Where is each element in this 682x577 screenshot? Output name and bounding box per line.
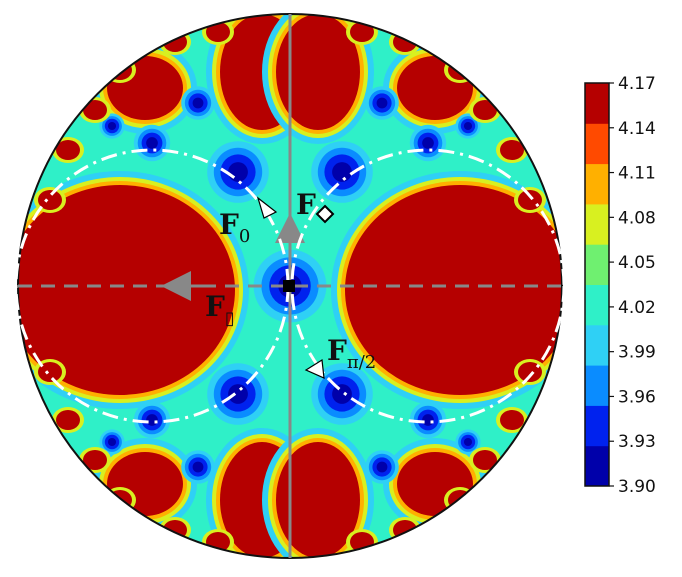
red-lobe-2: [56, 410, 80, 430]
well-r2-core: [422, 414, 434, 426]
red-lobe-15: [448, 490, 472, 510]
colorbar-segment: [585, 324, 609, 366]
contour-blobs: [18, 14, 562, 558]
well-top-2-core: [376, 97, 388, 109]
red-lobe-0: [56, 140, 80, 160]
red-lobe-4: [83, 100, 107, 120]
red-lobe-20: [206, 22, 230, 42]
red-lobe-16: [38, 190, 62, 210]
red-region-lower-right: [397, 452, 473, 516]
red-lobe-5: [473, 100, 497, 120]
colorbar-tick-label: 3.93: [618, 432, 656, 452]
well-l4-core: [107, 121, 117, 131]
colorbar-tick-label: 4.11: [618, 164, 656, 184]
colorbar: 3.90 3.93 3.96 3.99 4.02 4.05 4.08 4.11 4.14 4.17: [584, 74, 656, 497]
label-f0: F0: [219, 208, 250, 247]
red-region-upper-right: [397, 56, 473, 120]
colorbar-tick-label: 4.05: [618, 253, 656, 273]
red-lobe-18: [38, 362, 62, 382]
red-lobe-21: [350, 22, 374, 42]
red-lobe-19: [518, 362, 542, 382]
label-f-square: F▯: [205, 290, 235, 329]
colorbar-segment: [585, 203, 609, 245]
diamond-marker: [315, 204, 335, 224]
label-f-diamond: F: [296, 188, 316, 221]
colorbar-segment: [585, 163, 609, 205]
well-bottom-1-core: [192, 461, 204, 473]
red-region-lower-left: [107, 452, 183, 516]
colorbar-segment: [585, 123, 609, 165]
well-l3-core: [107, 437, 117, 447]
colorbar-tick-label: 4.02: [618, 298, 656, 318]
well-lower-left-core: [228, 384, 248, 404]
red-lobe-1: [500, 140, 524, 160]
red-region-right: [345, 185, 562, 395]
colorbar-segment: [585, 405, 609, 447]
well-l1-core: [146, 137, 158, 149]
colorbar-segment: [585, 365, 609, 406]
red-lobe-6: [83, 450, 107, 470]
red-lobe-3: [500, 410, 524, 430]
well-top-1-core: [192, 97, 204, 109]
red-lobe-12: [108, 60, 132, 80]
colorbar-tick-label: 3.96: [618, 387, 656, 407]
well-bottom-2-core: [376, 461, 388, 473]
red-lobe-14: [108, 490, 132, 510]
arrowhead-marker-fpi2: [304, 358, 325, 379]
well-l2-core: [146, 414, 158, 426]
red-lobe-7: [473, 450, 497, 470]
point-markers: [256, 196, 335, 379]
red-lobe-17: [518, 190, 542, 210]
colorbar-segment: [585, 244, 609, 285]
well-r4-core: [463, 121, 473, 131]
arrowhead-marker-f0: [256, 196, 278, 219]
colorbar-tick-label: 3.99: [618, 343, 656, 363]
label-fpi2: Fπ/2: [327, 334, 376, 373]
colorbar-tick-label: 4.14: [618, 119, 656, 139]
center-square-marker: [283, 280, 295, 292]
red-lobe-13: [448, 60, 472, 80]
well-r1-core: [422, 137, 434, 149]
well-upper-right-core: [332, 162, 352, 182]
colorbar-tick-label: 4.08: [618, 208, 656, 228]
red-region-left: [18, 185, 235, 395]
well-r3-core: [463, 437, 473, 447]
red-region-top-right: [276, 14, 360, 130]
colorbar-segment: [585, 83, 609, 124]
red-region-bottom-right: [276, 442, 360, 558]
well-upper-left-core: [228, 162, 248, 182]
colorbar-frame: [584, 82, 610, 487]
red-region-upper-left: [107, 56, 183, 120]
colorbar-segment: [585, 445, 609, 487]
colorbar-tick-label: 4.17: [618, 74, 656, 94]
colorbar-segment: [585, 284, 609, 326]
colorbar-tick-label: 3.90: [618, 477, 656, 497]
